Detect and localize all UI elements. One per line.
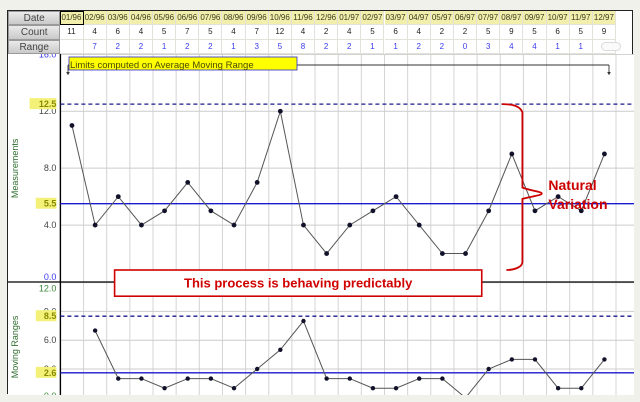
svg-text:0.0: 0.0: [44, 272, 57, 282]
svg-text:Variation: Variation: [548, 196, 607, 212]
svg-text:Natural: Natural: [548, 177, 596, 193]
svg-text:5.5: 5.5: [44, 199, 57, 209]
svg-text:8.5: 8.5: [44, 311, 57, 321]
svg-text:16.0: 16.0: [39, 54, 57, 59]
svg-text:12.5: 12.5: [39, 99, 57, 109]
svg-text:Measurements: Measurements: [10, 138, 20, 198]
svg-text:6.0: 6.0: [44, 335, 57, 345]
svg-text:2.6: 2.6: [44, 368, 57, 378]
svg-text:Moving Ranges: Moving Ranges: [10, 315, 20, 378]
svg-text:12.0: 12.0: [39, 284, 57, 294]
svg-text:0.0: 0.0: [44, 391, 57, 395]
svg-text:This process is behaving predi: This process is behaving predictably: [184, 276, 413, 291]
svg-text:4.0: 4.0: [44, 220, 57, 230]
svg-text:8.0: 8.0: [44, 163, 57, 173]
svg-text:Limits computed on Average Mov: Limits computed on Average Moving Range: [70, 60, 254, 71]
